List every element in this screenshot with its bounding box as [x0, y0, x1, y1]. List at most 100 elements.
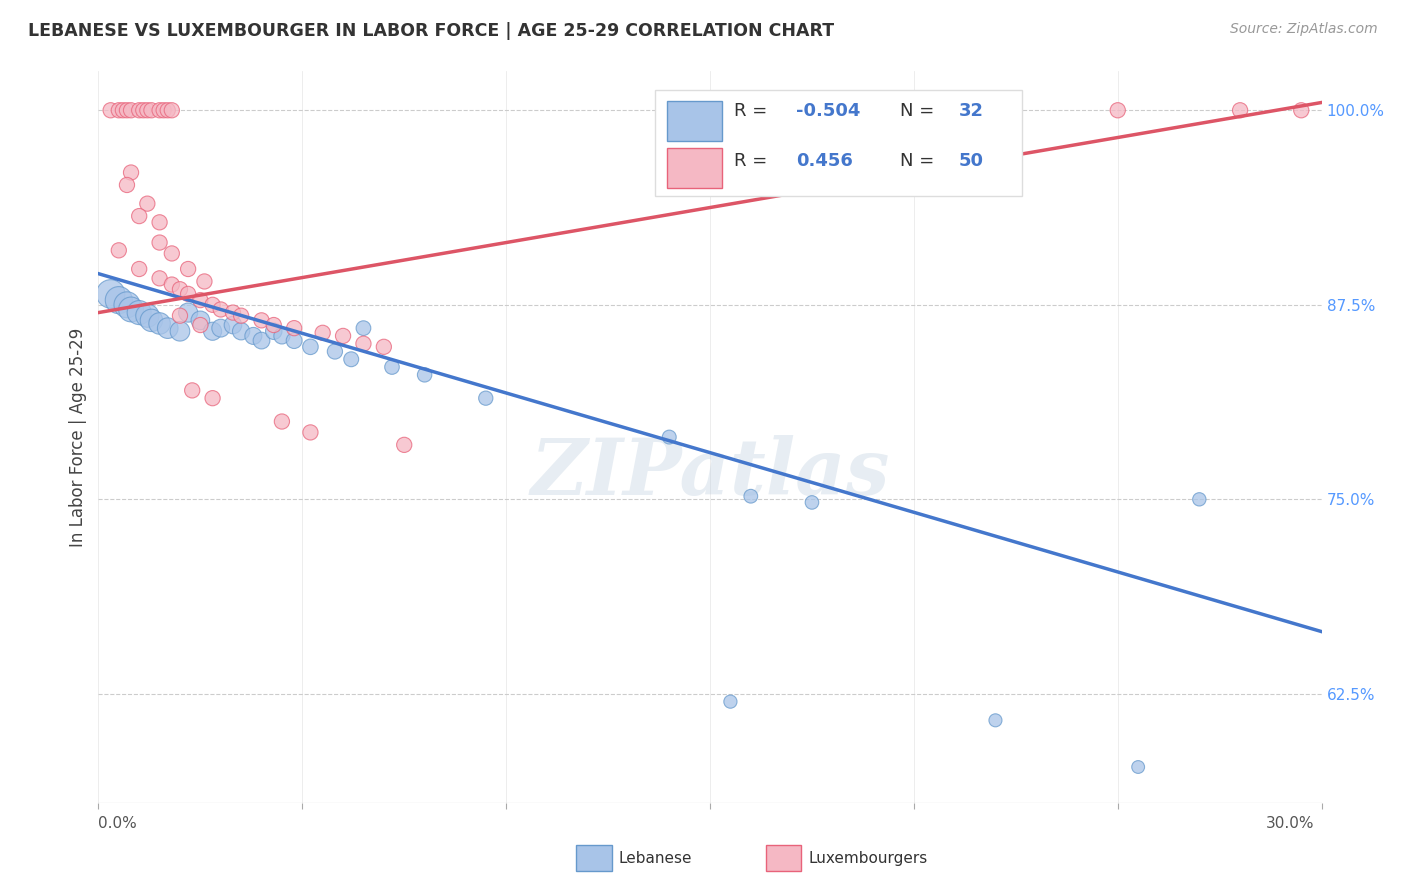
Text: Luxembourgers: Luxembourgers — [808, 851, 928, 865]
Point — [381, 359, 404, 374]
FancyBboxPatch shape — [655, 90, 1022, 195]
Point — [188, 313, 212, 327]
Point — [115, 103, 138, 118]
Point — [984, 714, 1007, 728]
Point — [100, 103, 122, 118]
Point — [222, 318, 245, 332]
Point — [152, 103, 174, 118]
Point — [141, 103, 163, 118]
Point — [270, 415, 294, 429]
Point — [177, 262, 200, 277]
Point — [188, 293, 212, 307]
Point — [169, 309, 191, 323]
Text: N =: N = — [900, 102, 939, 120]
Text: Lebanese: Lebanese — [619, 851, 692, 865]
Text: R =: R = — [734, 102, 773, 120]
Point — [141, 313, 163, 327]
Point — [201, 298, 224, 312]
Point — [120, 165, 142, 179]
Point — [283, 321, 305, 335]
Point — [474, 391, 498, 405]
Point — [120, 302, 142, 317]
Point — [1107, 103, 1129, 118]
Point — [156, 321, 179, 335]
Point — [263, 318, 285, 332]
Text: 30.0%: 30.0% — [1267, 816, 1315, 831]
Point — [250, 313, 273, 327]
Point — [188, 318, 212, 332]
Text: R =: R = — [734, 152, 779, 169]
Point — [263, 324, 285, 338]
FancyBboxPatch shape — [668, 101, 723, 141]
Point — [111, 103, 134, 118]
Point — [128, 262, 150, 277]
Text: 0.456: 0.456 — [796, 152, 852, 169]
Point — [250, 334, 273, 348]
Point — [323, 344, 346, 359]
Point — [132, 103, 155, 118]
Point — [283, 334, 305, 348]
Point — [231, 309, 253, 323]
Point — [201, 324, 224, 338]
Point — [177, 305, 200, 319]
Y-axis label: In Labor Force | Age 25-29: In Labor Force | Age 25-29 — [69, 327, 87, 547]
Point — [100, 286, 122, 301]
Point — [312, 326, 335, 340]
Point — [222, 305, 245, 319]
Point — [209, 321, 232, 335]
Point — [720, 695, 742, 709]
Point — [149, 215, 172, 229]
Point — [1128, 760, 1150, 774]
Point — [299, 340, 322, 354]
Text: N =: N = — [900, 152, 939, 169]
Point — [801, 495, 824, 509]
Point — [193, 275, 215, 289]
Point — [115, 298, 138, 312]
Point — [340, 352, 363, 367]
Point — [209, 302, 232, 317]
Point — [299, 425, 322, 440]
Point — [1229, 103, 1251, 118]
Point — [128, 103, 150, 118]
Point — [201, 391, 224, 405]
Point — [108, 293, 131, 307]
Point — [181, 384, 204, 398]
Point — [108, 244, 131, 258]
Point — [149, 103, 172, 118]
Point — [149, 235, 172, 250]
Text: LEBANESE VS LUXEMBOURGER IN LABOR FORCE | AGE 25-29 CORRELATION CHART: LEBANESE VS LUXEMBOURGER IN LABOR FORCE … — [28, 22, 834, 40]
Text: ZIPatlas: ZIPatlas — [530, 435, 890, 512]
Text: 32: 32 — [959, 102, 983, 120]
Point — [242, 329, 264, 343]
Point — [169, 282, 191, 296]
Point — [160, 277, 183, 292]
Point — [413, 368, 436, 382]
Point — [120, 103, 142, 118]
Point — [149, 271, 172, 285]
Point — [352, 321, 374, 335]
Text: -0.504: -0.504 — [796, 102, 860, 120]
Point — [332, 329, 354, 343]
Point — [352, 336, 374, 351]
FancyBboxPatch shape — [668, 148, 723, 188]
Point — [156, 103, 179, 118]
Point — [177, 286, 200, 301]
Point — [270, 329, 294, 343]
Point — [136, 196, 159, 211]
Point — [108, 103, 131, 118]
Point — [231, 324, 253, 338]
Point — [128, 209, 150, 223]
Point — [160, 103, 183, 118]
Point — [740, 489, 762, 503]
Text: 0.0%: 0.0% — [98, 816, 138, 831]
Point — [128, 305, 150, 319]
Point — [1291, 103, 1313, 118]
Point — [392, 438, 416, 452]
Point — [373, 340, 395, 354]
Point — [169, 324, 191, 338]
Point — [1188, 492, 1211, 507]
Point — [160, 246, 183, 260]
Point — [115, 178, 138, 192]
Point — [136, 309, 159, 323]
Text: Source: ZipAtlas.com: Source: ZipAtlas.com — [1230, 22, 1378, 37]
